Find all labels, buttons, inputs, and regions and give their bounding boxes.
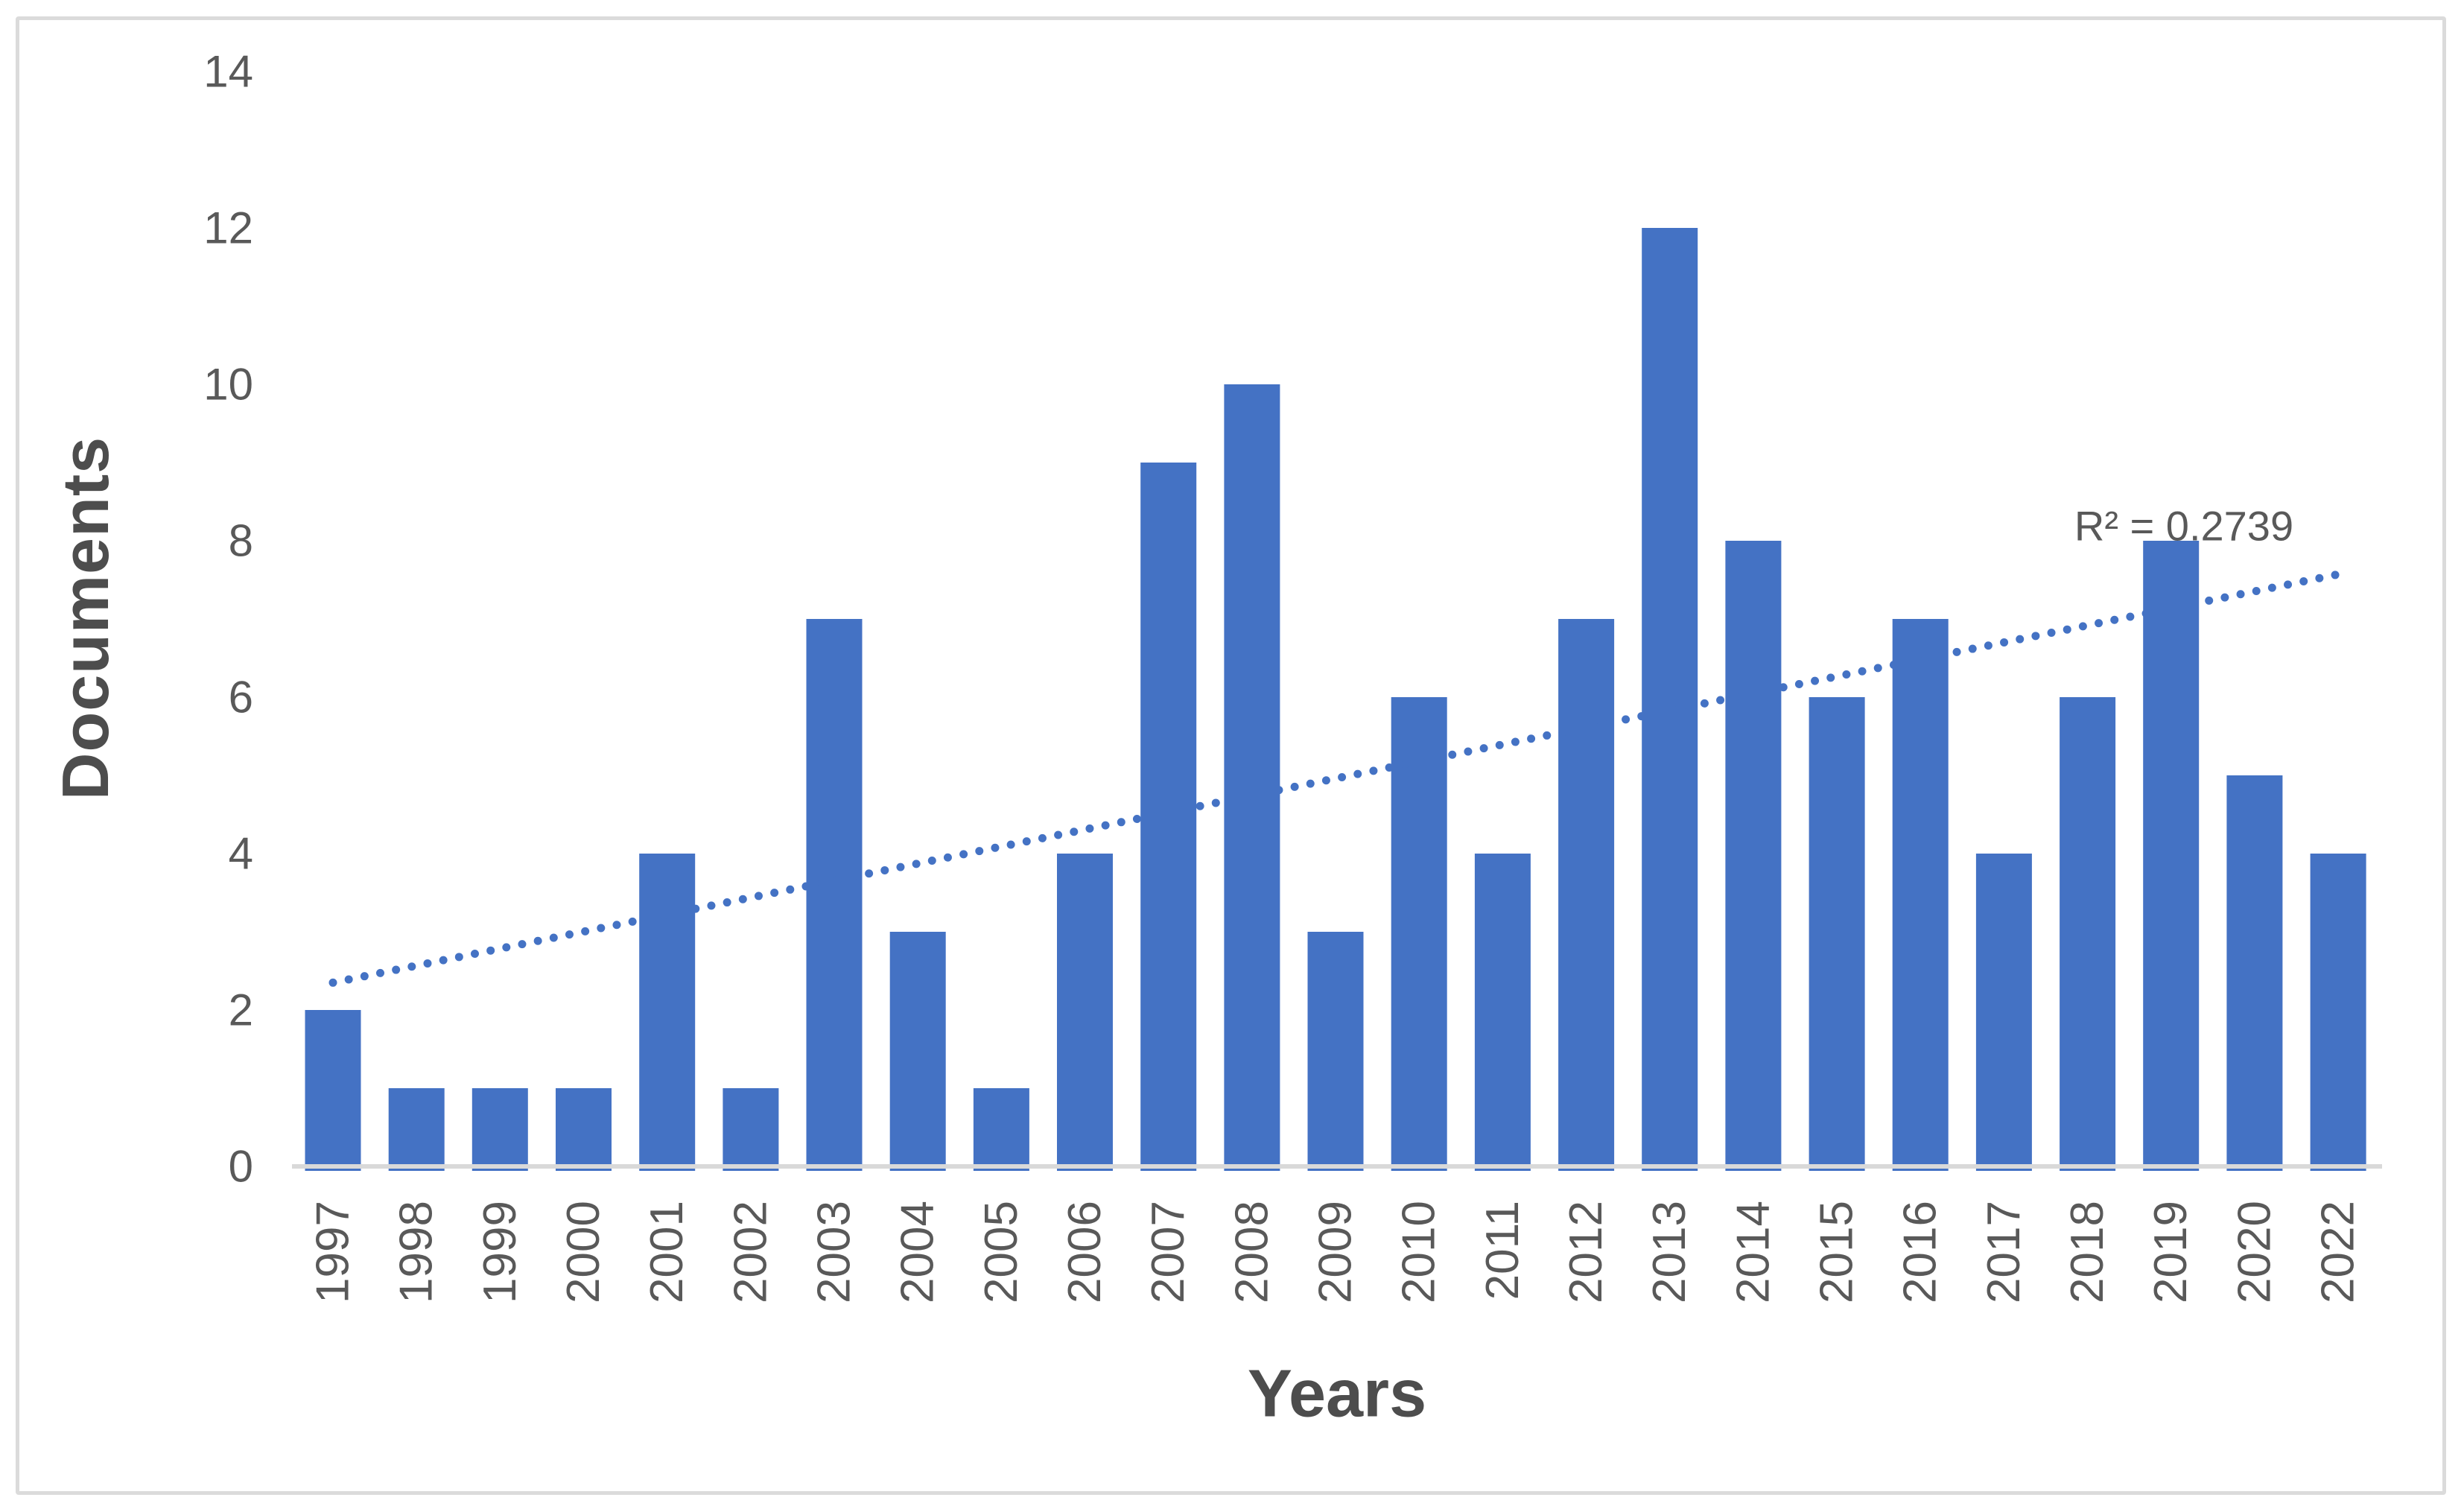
x-tick-label-2012: 2012 bbox=[1560, 1201, 1612, 1303]
trendline bbox=[328, 570, 2343, 987]
x-tick-label-2001: 2001 bbox=[641, 1201, 693, 1303]
bar-1999 bbox=[471, 1088, 528, 1171]
x-tick-label-2016: 2016 bbox=[1895, 1201, 1946, 1303]
x-tick-label-2003: 2003 bbox=[809, 1201, 860, 1303]
x-tick-label-2019: 2019 bbox=[2145, 1201, 2197, 1303]
y-tick-label: 2 bbox=[229, 985, 253, 1035]
x-tick-label-2010: 2010 bbox=[1394, 1201, 1445, 1303]
y-tick-label: 6 bbox=[229, 673, 253, 722]
bar-2018 bbox=[2060, 697, 2116, 1171]
y-axis-title: Documents bbox=[48, 436, 122, 801]
bar-2003 bbox=[806, 619, 863, 1171]
x-tick-label-2014: 2014 bbox=[1727, 1201, 1779, 1303]
bar-2013 bbox=[1642, 228, 1698, 1171]
bar-2017 bbox=[1975, 854, 2032, 1171]
bar-2004 bbox=[889, 932, 946, 1171]
bar-2019 bbox=[2143, 541, 2200, 1171]
y-tick-label: 4 bbox=[229, 829, 253, 879]
bar-2011 bbox=[1474, 854, 1531, 1171]
y-tick-label: 12 bbox=[203, 203, 253, 253]
x-tick-label-1999: 1999 bbox=[474, 1201, 526, 1303]
bar-2015 bbox=[1809, 697, 1865, 1171]
x-tick-label-2022: 2022 bbox=[2313, 1201, 2364, 1303]
bar-2010 bbox=[1391, 697, 1447, 1171]
x-tick-label-2011: 2011 bbox=[1477, 1201, 1528, 1300]
x-tick-label-1998: 1998 bbox=[391, 1201, 442, 1303]
y-tick-label: 14 bbox=[203, 47, 253, 97]
x-tick-label-2002: 2002 bbox=[725, 1201, 776, 1303]
x-tick-label-2004: 2004 bbox=[892, 1201, 944, 1303]
bar-2002 bbox=[723, 1088, 779, 1171]
bar-2020 bbox=[2226, 775, 2283, 1171]
bar-2001 bbox=[639, 854, 696, 1171]
y-tick-label: 10 bbox=[203, 360, 253, 410]
x-tick-label-2000: 2000 bbox=[558, 1201, 609, 1303]
bar-2014 bbox=[1725, 541, 1782, 1171]
bar-2000 bbox=[556, 1088, 612, 1171]
x-axis-title: Years bbox=[1247, 1356, 1427, 1432]
bar-2008 bbox=[1224, 384, 1280, 1171]
bar-1998 bbox=[388, 1088, 445, 1171]
trendline-r2-label: R² = 0.2739 bbox=[2074, 502, 2294, 550]
x-tick-label-2006: 2006 bbox=[1059, 1201, 1111, 1303]
x-tick-label-2007: 2007 bbox=[1143, 1201, 1194, 1303]
y-tick-label: 8 bbox=[229, 516, 253, 566]
bar-2005 bbox=[973, 1088, 1029, 1171]
x-tick-label-2018: 2018 bbox=[2062, 1201, 2113, 1303]
x-tick-label-2013: 2013 bbox=[1644, 1201, 1695, 1303]
x-tick-label-2015: 2015 bbox=[1812, 1201, 1863, 1303]
y-tick-label: 0 bbox=[229, 1142, 253, 1192]
x-tick-label-2017: 2017 bbox=[1978, 1201, 2030, 1303]
bar-2009 bbox=[1307, 932, 1364, 1171]
x-tick-label-2020: 2020 bbox=[2229, 1201, 2280, 1303]
x-tick-label-2009: 2009 bbox=[1310, 1201, 1362, 1303]
bar-2022 bbox=[2310, 854, 2366, 1171]
x-tick-label-1997: 1997 bbox=[308, 1201, 359, 1303]
bar-2016 bbox=[1892, 619, 1949, 1171]
bar-2012 bbox=[1558, 619, 1615, 1171]
x-tick-label-2008: 2008 bbox=[1226, 1201, 1277, 1303]
x-tick-label-2005: 2005 bbox=[976, 1201, 1027, 1303]
bar-2006 bbox=[1057, 854, 1113, 1171]
bar-1997 bbox=[305, 1010, 361, 1171]
